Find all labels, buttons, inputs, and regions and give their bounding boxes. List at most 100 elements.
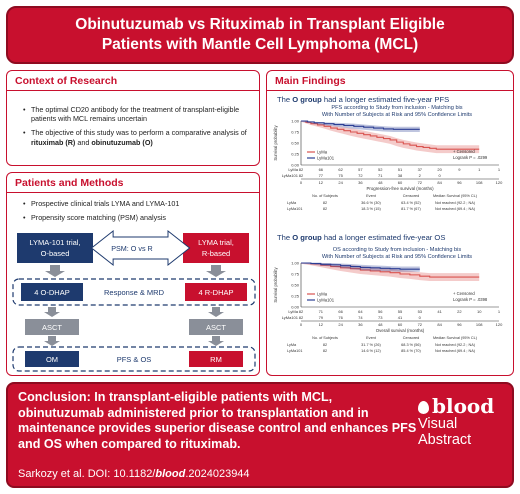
x-tick-label: 48 — [378, 180, 383, 185]
survival-curve-lyma — [301, 120, 480, 150]
censored-label: + Censored — [453, 291, 475, 296]
pfs-finding: The O group had a longer estimated five-… — [277, 95, 450, 104]
stats-cell: Not reached (69.4 ; NA) — [435, 207, 476, 211]
lyma101-label-2: O-based — [41, 249, 70, 258]
conclusion-banner: Conclusion: In transplant-eligible patie… — [6, 382, 514, 488]
survival-curve-lyma101 — [301, 262, 420, 270]
down-arrow-icon — [208, 336, 224, 346]
risk-count: 41 — [398, 315, 403, 320]
citation[interactable]: Sarkozy et al. DOI: 10.1182/blood.202402… — [18, 468, 250, 480]
legend-label: LyMa101 — [317, 298, 335, 303]
risk-row-label: LyMa — [288, 309, 298, 314]
blood-drop-icon — [418, 401, 429, 414]
risk-count: 76 — [338, 315, 343, 320]
risk-count: 75 — [338, 173, 343, 178]
risk-count: 20 — [437, 167, 442, 172]
risk-count: 51 — [398, 167, 403, 172]
y-tick-label: 0.50 — [291, 141, 300, 146]
stats-cell: Not reached (92.2 ; NA) — [435, 343, 476, 347]
context-bullet-1: The optimal CD20 antibody for the treatm… — [23, 105, 249, 123]
chart-title: PFS according to Study from inclusion - … — [331, 105, 462, 111]
stats-row-label: LyMa — [287, 343, 297, 347]
risk-count: 62 — [338, 167, 343, 172]
x-tick-label: 96 — [457, 180, 462, 185]
lyma101-box — [17, 233, 93, 263]
blood-visual-abstract-logo: blood Visual Abstract — [418, 396, 498, 476]
risk-count: 71 — [319, 309, 324, 314]
findings-panel: Main Findings The O group had a longer e… — [266, 70, 514, 376]
risk-row-label: LyMa101 — [282, 315, 299, 320]
chart-subtitle: With Number of Subjects at Risk and 95% … — [322, 112, 472, 118]
x-tick-label: 60 — [398, 322, 403, 327]
logrank-label: Logrank P = .0299 — [453, 155, 488, 160]
risk-count: 71 — [378, 173, 383, 178]
risk-count: 72 — [358, 173, 363, 178]
stats-cell: Not reached (69.4 ; NA) — [435, 349, 476, 353]
stats-cell: 82 — [323, 349, 327, 353]
x-axis-label: Overall survival (months) — [376, 328, 425, 333]
logrank-label: Logrank P = .0398 — [453, 297, 488, 302]
stats-cell: 18.3 % (15) — [361, 207, 381, 211]
stats-cell: 31.7 % (26) — [361, 343, 381, 347]
psm-double-arrow — [90, 229, 191, 267]
y-tick-label: 0.75 — [291, 272, 300, 277]
risk-row-label: LyMa101 — [282, 173, 299, 178]
rm-box — [189, 351, 243, 367]
logo-abstract: Abstract — [418, 432, 472, 448]
pfs-km-chart: PFS according to Study from inclusion - … — [273, 105, 503, 211]
x-tick-label: 108 — [476, 322, 483, 327]
os-finding: The O group had a longer estimated five-… — [277, 233, 446, 242]
y-tick-label: 1.00 — [291, 261, 300, 266]
y-axis-label: Survival probability — [273, 125, 278, 161]
stats-header: Event — [366, 194, 377, 198]
title-banner: Obinutuzumab vs Rituximab in Transplant … — [6, 6, 514, 64]
asct-right-box — [189, 319, 243, 335]
risk-count: 73 — [378, 315, 383, 320]
conclusion-text: Conclusion: In transplant-eligible patie… — [18, 390, 417, 451]
down-arrow-icon — [44, 336, 60, 346]
title-line-1: Obinutuzumab vs Rituximab in Transplant … — [75, 16, 445, 33]
risk-count: 41 — [437, 309, 442, 314]
lyma-box — [183, 233, 249, 263]
x-tick-label: 0 — [300, 180, 303, 185]
risk-count: 1 — [478, 167, 481, 172]
stats-header: No. of Subjects — [312, 194, 338, 198]
y-tick-label: 0.25 — [291, 152, 300, 157]
x-tick-label: 36 — [358, 180, 363, 185]
x-tick-label: 96 — [457, 322, 462, 327]
down-arrow-icon — [44, 307, 60, 317]
x-tick-label: 0 — [300, 322, 303, 327]
outcome-group — [12, 346, 256, 372]
methods-bullet-1: Prospective clinical trials LYMA and LYM… — [23, 199, 249, 208]
logo-blood: blood — [432, 394, 495, 418]
logo-visual: Visual — [418, 416, 458, 432]
context-heading: Context of Research — [7, 71, 259, 91]
obinutuzumab-term: obinutuzumab (O) — [91, 137, 153, 147]
om-box — [25, 351, 79, 367]
x-axis-label: Progression-free survival (months) — [366, 186, 434, 191]
stats-row-label: LyMa101 — [287, 207, 302, 211]
stats-cell: 82 — [323, 207, 327, 211]
y-tick-label: 0.75 — [291, 130, 300, 135]
rm-label: RM — [210, 355, 222, 364]
x-tick-label: 108 — [476, 180, 483, 185]
x-tick-label: 48 — [378, 322, 383, 327]
x-tick-label: 84 — [437, 322, 442, 327]
stats-row-label: LyMa — [287, 201, 297, 205]
confidence-band-lyma — [301, 121, 480, 154]
r-dhap-box — [185, 283, 247, 301]
risk-row-label: LyMa — [288, 167, 298, 172]
down-arrow-icon — [45, 265, 65, 277]
methods-bullet-2: Propensity score matching (PSM) analysis — [23, 213, 249, 222]
methods-heading: Patients and Methods — [7, 173, 259, 193]
stats-cell: 68.3 % (56) — [401, 343, 421, 347]
risk-count: 2 — [419, 173, 422, 178]
asct-left-box — [25, 319, 79, 335]
risk-count: 0 — [419, 315, 422, 320]
legend-label: LyMa — [317, 150, 328, 155]
chart-subtitle: With Number of Subjects at Risk and 95% … — [322, 254, 472, 260]
stats-header: Event — [366, 336, 377, 340]
stats-header: Median Survival (95% CL) — [433, 194, 478, 198]
lyma-label-2: R-based — [202, 249, 230, 258]
